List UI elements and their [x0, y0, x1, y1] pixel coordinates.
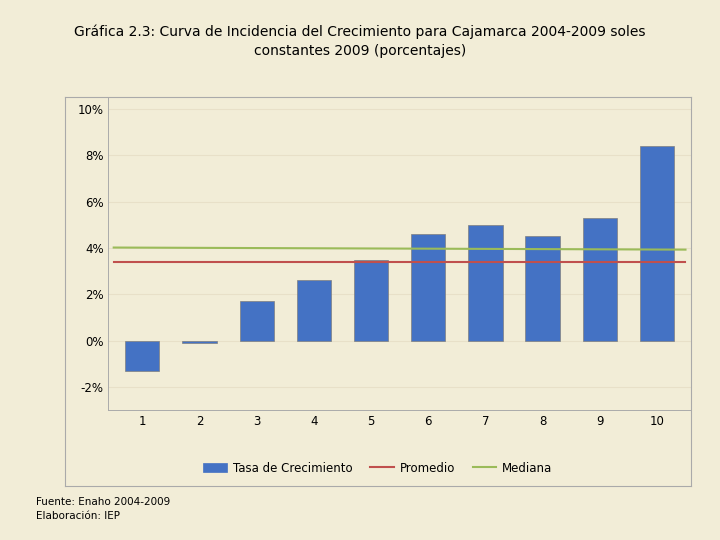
Bar [354, 260, 388, 341]
Bar [526, 237, 559, 341]
Bar [640, 146, 674, 341]
Text: Elaboración: IEP: Elaboración: IEP [36, 511, 120, 522]
Text: constantes 2009 (porcentajes): constantes 2009 (porcentajes) [254, 44, 466, 58]
Bar [182, 341, 217, 343]
Bar [125, 341, 159, 371]
Text: Fuente: Enaho 2004-2009: Fuente: Enaho 2004-2009 [36, 497, 170, 507]
Bar [297, 280, 331, 341]
Legend: Tasa de Crecimiento, Promedio, Mediana: Tasa de Crecimiento, Promedio, Mediana [200, 458, 556, 478]
Bar [468, 225, 503, 341]
Bar [240, 301, 274, 341]
Bar [582, 218, 617, 341]
Bar [411, 234, 446, 341]
Text: Gráfica 2.3: Curva de Incidencia del Crecimiento para Cajamarca 2004-2009 soles: Gráfica 2.3: Curva de Incidencia del Cre… [74, 24, 646, 39]
